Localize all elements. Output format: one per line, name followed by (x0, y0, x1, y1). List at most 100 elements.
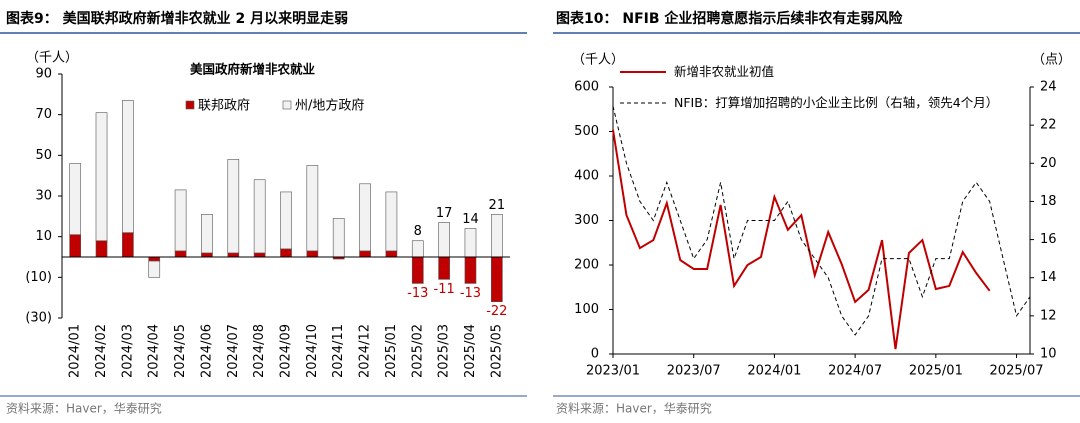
x-tick-label: 2025/03 (437, 324, 452, 378)
bar (385, 191, 398, 252)
x-tick-label: 2024/03 (120, 324, 135, 378)
y2-tick-label: 20 (1040, 156, 1057, 171)
bar (253, 179, 266, 254)
y-tick-label: 90 (35, 67, 52, 82)
bar (464, 256, 477, 284)
data-label: -13 (460, 286, 481, 301)
x-tick-label: 2024/07 (226, 324, 241, 378)
x-tick-label: 2024/04 (147, 324, 162, 378)
y-tick-label: 0 (591, 347, 599, 362)
x-tick-label: 2024/12 (358, 324, 373, 378)
bar (174, 250, 187, 258)
bar (122, 232, 134, 258)
legend-label: 新增非农就业初值 (674, 64, 775, 79)
x-tick-label: 2024/08 (252, 324, 267, 378)
legend-item: NFIB：打算增加招聘的小企业主比例（右轴，领先4个月） (674, 95, 999, 110)
bar (306, 250, 319, 258)
line-series (612, 105, 1031, 336)
y-tick-label: 300 (574, 213, 599, 228)
x-tick-label: 2023/07 (667, 364, 721, 379)
bar (69, 163, 82, 235)
bar (201, 214, 213, 254)
line-series (612, 129, 991, 350)
y-axis-label: （千人） (572, 53, 624, 68)
y-axis-label: （千人） (26, 51, 78, 66)
bar (438, 256, 450, 280)
legend-label: 州/地方政府 (295, 98, 364, 114)
y-tick-label: 100 (574, 302, 599, 317)
data-label: -13 (407, 286, 428, 301)
y-tick-label: 10 (35, 229, 52, 244)
x-tick-label: 2024/02 (94, 324, 109, 378)
bar (490, 256, 503, 303)
source: 资料来源：Haver，华泰研究 (556, 401, 712, 416)
data-label: 17 (436, 206, 453, 221)
x-tick-label: 2025/02 (410, 324, 425, 378)
data-label: -11 (434, 282, 455, 297)
bar (69, 234, 82, 258)
legend-label: NFIB：打算增加招聘的小企业主比例（右轴，领先4个月） (674, 95, 999, 110)
bar (359, 183, 371, 252)
y-tick-label: 50 (35, 148, 52, 163)
bar (148, 260, 161, 278)
y2-tick-label: 14 (1040, 270, 1057, 285)
y2-tick-label: 12 (1040, 308, 1057, 323)
x-tick-label: 2024/11 (331, 324, 346, 378)
bar (148, 256, 161, 262)
bar (438, 222, 450, 258)
source: 资料来源：Haver，华泰研究 (6, 401, 162, 416)
x-tick-label: 2025/01 (384, 324, 399, 378)
y-tick-label: 200 (574, 258, 599, 273)
x-tick-label: 2025/04 (463, 324, 478, 378)
bar (280, 248, 292, 258)
bar (201, 252, 213, 258)
x-tick-label: 2024/10 (305, 324, 320, 378)
x-tick-label: 2024/01 (747, 364, 801, 379)
bar (122, 100, 134, 233)
x-tick-label: 2024/06 (199, 324, 214, 378)
data-label: 21 (489, 198, 506, 213)
bar (95, 112, 108, 242)
x-tick-label: 2025/05 (489, 324, 504, 378)
y2-tick-label: 22 (1040, 118, 1057, 133)
chart-title: 图表10： NFIB 企业招聘意愿指示后续非农有走弱风险 (556, 10, 903, 27)
bar (490, 214, 503, 258)
legend-swatch (282, 100, 292, 110)
bar (174, 189, 187, 252)
y2-tick-label: 18 (1040, 194, 1057, 209)
bar (253, 252, 266, 258)
x-tick-label: 2025/01 (909, 364, 963, 379)
x-tick-label: 2024/07 (828, 364, 882, 379)
bar (359, 250, 371, 258)
y2-tick-label: 16 (1040, 232, 1057, 247)
data-label: 14 (462, 212, 479, 227)
y-tick-label: (10) (25, 270, 52, 285)
legend-item: 新增非农就业初值 (674, 64, 775, 79)
bar (464, 228, 477, 258)
bar (411, 240, 424, 258)
bar (280, 191, 292, 250)
bar (306, 165, 319, 252)
y-tick-label: (30) (25, 311, 52, 326)
y-tick-label: 500 (574, 124, 599, 139)
bar (411, 256, 424, 284)
bar (95, 240, 108, 258)
y-tick-label: 400 (574, 169, 599, 184)
x-tick-label: 2025/07 (990, 364, 1044, 379)
legend-label: 联邦政府 (198, 99, 250, 114)
y-tick-label: 600 (574, 80, 599, 95)
data-label: -22 (486, 304, 507, 319)
x-tick-label: 2024/01 (68, 324, 83, 378)
data-label: 8 (414, 224, 422, 239)
bar (385, 250, 398, 258)
y2-tick-label: 10 (1040, 347, 1057, 362)
bar (227, 159, 240, 254)
subtitle: 美国政府新增非农就业 (190, 62, 316, 77)
y2-axis-label: （点） (1032, 53, 1071, 68)
x-tick-label: 2024/05 (173, 324, 188, 378)
legend-swatch (185, 100, 195, 110)
x-tick-label: 2024/09 (279, 324, 294, 378)
y-tick-label: 70 (35, 107, 52, 122)
x-tick-label: 2023/01 (586, 364, 640, 379)
